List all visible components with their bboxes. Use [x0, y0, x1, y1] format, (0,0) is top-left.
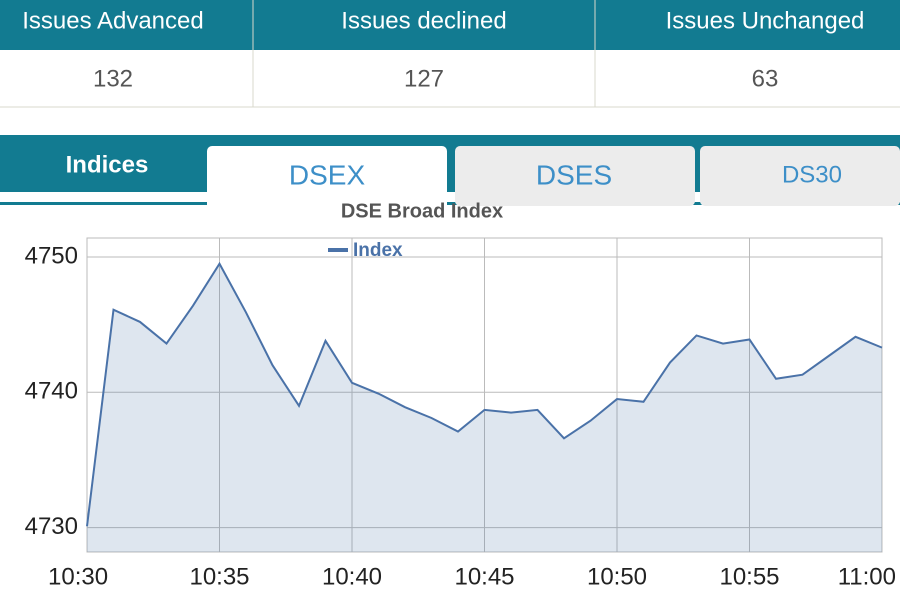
tab-label[interactable]: DSES — [536, 159, 612, 190]
tab[interactable] — [207, 146, 447, 211]
x-tick-label: 10:40 — [322, 563, 382, 590]
y-tick-label: 4740 — [25, 378, 78, 405]
table-cell: 132 — [93, 65, 133, 92]
table-header: Issues Unchanged — [666, 7, 865, 34]
x-tick-label: 11:00 — [838, 563, 896, 590]
x-tick-label: 10:50 — [587, 563, 647, 590]
table-header-bg — [0, 0, 900, 50]
tab-bar-gap — [0, 192, 900, 202]
y-tick-label: 4730 — [25, 513, 78, 540]
section-tab — [0, 135, 202, 192]
tab[interactable] — [700, 146, 900, 206]
table-header: Issues declined — [341, 7, 506, 34]
x-tick-label: 10:55 — [719, 563, 779, 590]
tab[interactable] — [455, 146, 695, 206]
tab-label[interactable]: DS30 — [782, 161, 842, 188]
table-cell: 127 — [404, 65, 444, 92]
x-tick-label: 10:30 — [48, 563, 108, 590]
section-label: Indices — [66, 151, 149, 178]
x-tick-label: 10:35 — [189, 563, 249, 590]
plot: 4730 4740 4750 10:30 10:35 10:40 10:45 10:50 10:… — [25, 237, 896, 590]
area-fill — [87, 263, 882, 552]
table-cell: 63 — [752, 65, 779, 92]
chart-title: DSE Broad Index — [341, 200, 503, 222]
tab-label[interactable]: DSEX — [289, 159, 366, 190]
y-tick-label: 4750 — [25, 242, 78, 269]
legend-label: Index — [353, 240, 403, 261]
x-tick-label: 10:45 — [454, 563, 514, 590]
series-line — [86, 261, 883, 527]
table-header: Issues Advanced — [22, 7, 203, 34]
